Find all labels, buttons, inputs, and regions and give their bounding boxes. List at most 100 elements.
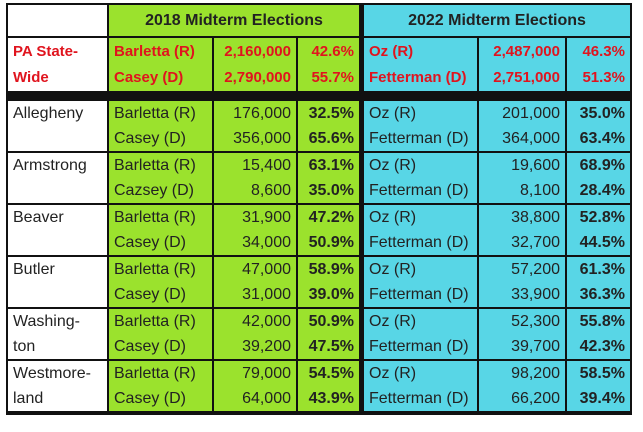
candidate-cell-text: Barletta (R)	[114, 208, 196, 226]
candidate-cell: Oz (R) Fetterman (D)	[364, 153, 477, 203]
votes-cell: 52,300 39,700	[479, 309, 565, 359]
header-2022-text: 2022 Midterm Elections	[408, 11, 586, 29]
pct-cell-text: 63.4%	[579, 129, 625, 147]
pct-cell-text: 35.0%	[579, 104, 625, 122]
votes-cell-text: 201,000	[502, 104, 560, 122]
candidate-cell-text: Casey (D)	[114, 285, 187, 303]
votes-cell: 79,000 64,000	[214, 361, 296, 411]
votes-cell-text: 31,000	[242, 285, 291, 303]
row-label: Beaver	[8, 205, 107, 255]
candidate-cell-text: Fetterman (D)	[369, 233, 469, 251]
candidate-cell-text: Barletta (R)	[114, 42, 195, 60]
votes-cell: 31,900 34,000	[214, 205, 296, 255]
row-label-text: Allegheny	[13, 105, 84, 122]
pct-cell-text: 32.5%	[308, 104, 354, 122]
votes-cell-text: 8,100	[519, 181, 560, 199]
candidate-cell-text: Oz (R)	[369, 364, 417, 382]
candidate-cell: Barletta (R) Casey (D)	[109, 101, 212, 151]
votes-cell: 176,000 356,000	[214, 101, 296, 151]
pct-cell-text: 36.3%	[579, 285, 625, 303]
candidate-cell-text: Fetterman (D)	[369, 69, 467, 87]
pct-cell-text: 65.6%	[308, 129, 354, 147]
votes-cell: 2,160,000 2,790,000	[214, 38, 296, 91]
candidate-cell-text: Barletta (R)	[114, 364, 196, 382]
votes-cell-text: 98,200	[511, 364, 560, 382]
row-label-text: PA State-	[13, 42, 79, 60]
candidate-cell-text: Oz (R)	[369, 104, 417, 122]
pct-cell: 35.0% 63.4%	[567, 101, 630, 151]
candidate-cell-text: Oz (R)	[369, 156, 417, 174]
candidate-cell: Barletta (R) Casey (D)	[109, 257, 212, 307]
candidate-cell-text: Barletta (R)	[114, 156, 196, 174]
pct-cell: 47.2% 50.9%	[298, 205, 359, 255]
votes-cell: 98,200 66,200	[479, 361, 565, 411]
candidate-cell-text: Cazsey (D)	[114, 181, 195, 199]
votes-cell: 15,400 8,600	[214, 153, 296, 203]
pct-cell-text: 47.2%	[308, 208, 354, 226]
pct-cell: 42.6% 55.7%	[298, 38, 359, 91]
candidate-cell-text: Casey (D)	[114, 389, 187, 407]
header-2018-text: 2018 Midterm Elections	[145, 11, 323, 29]
row-label-text: Westmore-	[13, 364, 91, 382]
pct-cell-text: 35.0%	[308, 181, 354, 199]
candidate-cell-text: Fetterman (D)	[369, 337, 469, 355]
pct-cell: 52.8% 44.5%	[567, 205, 630, 255]
pct-cell-text: 51.3%	[582, 69, 625, 87]
candidate-cell-text: Barletta (R)	[114, 312, 196, 330]
pct-cell: 46.3% 51.3%	[567, 38, 630, 91]
pct-cell-text: 28.4%	[579, 181, 625, 199]
header-2022: 2022 Midterm Elections	[364, 5, 630, 36]
votes-cell-text: 364,000	[502, 129, 560, 147]
pct-cell-text: 54.5%	[308, 364, 354, 382]
row-label-text: land	[13, 389, 44, 407]
pct-cell-text: 39.0%	[308, 285, 354, 303]
candidate-cell-text: Oz (R)	[369, 312, 417, 330]
row-label: Allegheny	[8, 101, 107, 151]
votes-cell-text: 52,300	[511, 312, 560, 330]
pct-cell-text: 42.6%	[311, 42, 354, 60]
votes-cell: 19,600 8,100	[479, 153, 565, 203]
votes-cell-text: 32,700	[511, 233, 560, 251]
row-label-text: Wide	[13, 69, 49, 87]
candidate-cell-text: Casey (D)	[114, 69, 184, 87]
pct-cell-text: 44.5%	[579, 233, 625, 251]
votes-cell-text: 2,160,000	[224, 42, 291, 60]
candidate-cell: Barletta (R) Cazsey (D)	[109, 153, 212, 203]
votes-cell-text: 2,751,000	[493, 69, 560, 87]
candidate-cell: Oz (R) Fetterman (D)	[364, 205, 477, 255]
row-label-text: Washing-	[13, 312, 80, 330]
votes-cell-text: 15,400	[242, 156, 291, 174]
candidate-cell-text: Barletta (R)	[114, 104, 196, 122]
votes-cell-text: 79,000	[242, 364, 291, 382]
pct-cell-text: 43.9%	[308, 389, 354, 407]
pct-cell-text: 68.9%	[579, 156, 625, 174]
votes-cell-text: 57,200	[511, 260, 560, 278]
pct-cell-text: 39.4%	[579, 389, 625, 407]
candidate-cell-text: Casey (D)	[114, 337, 187, 355]
pct-cell-text: 50.9%	[308, 233, 354, 251]
candidate-cell: Oz (R) Fetterman (D)	[364, 38, 477, 91]
votes-cell-text: 31,900	[242, 208, 291, 226]
row-label-text: Armstrong	[13, 157, 87, 174]
row-label: PA State- Wide	[8, 38, 107, 91]
row-label: Butler	[8, 257, 107, 307]
votes-cell-text: 19,600	[511, 156, 560, 174]
candidate-cell: Oz (R) Fetterman (D)	[364, 101, 477, 151]
pct-cell: 68.9% 28.4%	[567, 153, 630, 203]
pct-cell-text: 55.8%	[579, 312, 625, 330]
pct-cell-text: 42.3%	[579, 337, 625, 355]
candidate-cell-text: Oz (R)	[369, 260, 417, 278]
votes-cell-text: 2,790,000	[224, 69, 291, 87]
votes-cell-text: 176,000	[233, 104, 291, 122]
pct-cell: 61.3% 36.3%	[567, 257, 630, 307]
candidate-cell-text: Fetterman (D)	[369, 129, 469, 147]
pct-cell-text: 52.8%	[579, 208, 625, 226]
row-label: Washing-ton	[8, 309, 107, 359]
candidate-cell: Barletta (R) Casey (D)	[109, 205, 212, 255]
votes-cell: 2,487,000 2,751,000	[479, 38, 565, 91]
pct-cell-text: 58.5%	[579, 364, 625, 382]
candidate-cell: Barletta (R) Casey (D)	[109, 38, 212, 91]
pct-cell-text: 61.3%	[579, 260, 625, 278]
row-label: Armstrong	[8, 153, 107, 203]
